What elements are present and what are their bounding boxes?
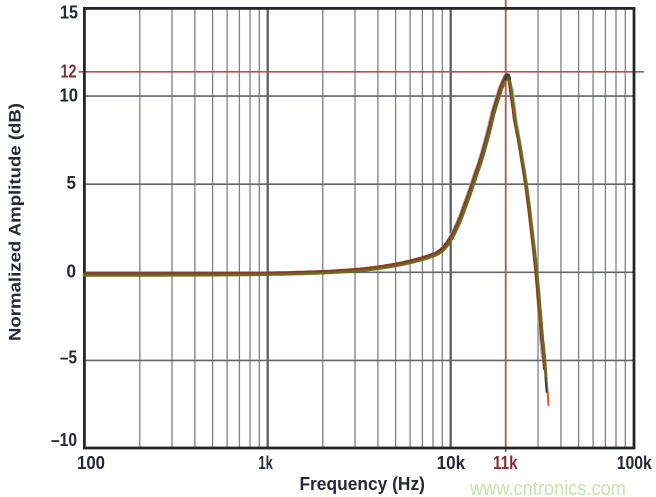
svg-text:–5: –5	[60, 347, 77, 368]
svg-text:10k: 10k	[437, 452, 466, 473]
svg-text:Frequency (Hz): Frequency (Hz)	[299, 474, 425, 494]
svg-text:12: 12	[61, 61, 77, 82]
svg-text:www.cntronics.com: www.cntronics.com	[469, 478, 626, 497]
svg-text:Normalized Amplitude (dB): Normalized Amplitude (dB)	[6, 103, 25, 341]
svg-text:15: 15	[60, 2, 78, 23]
svg-text:1k: 1k	[258, 452, 273, 473]
svg-text:0: 0	[67, 261, 77, 282]
svg-text:10: 10	[60, 85, 79, 106]
svg-text:–10: –10	[51, 429, 77, 450]
svg-text:100: 100	[77, 452, 105, 473]
svg-text:5: 5	[67, 172, 77, 193]
svg-text:100k: 100k	[617, 452, 653, 473]
svg-text:11k: 11k	[493, 452, 518, 473]
